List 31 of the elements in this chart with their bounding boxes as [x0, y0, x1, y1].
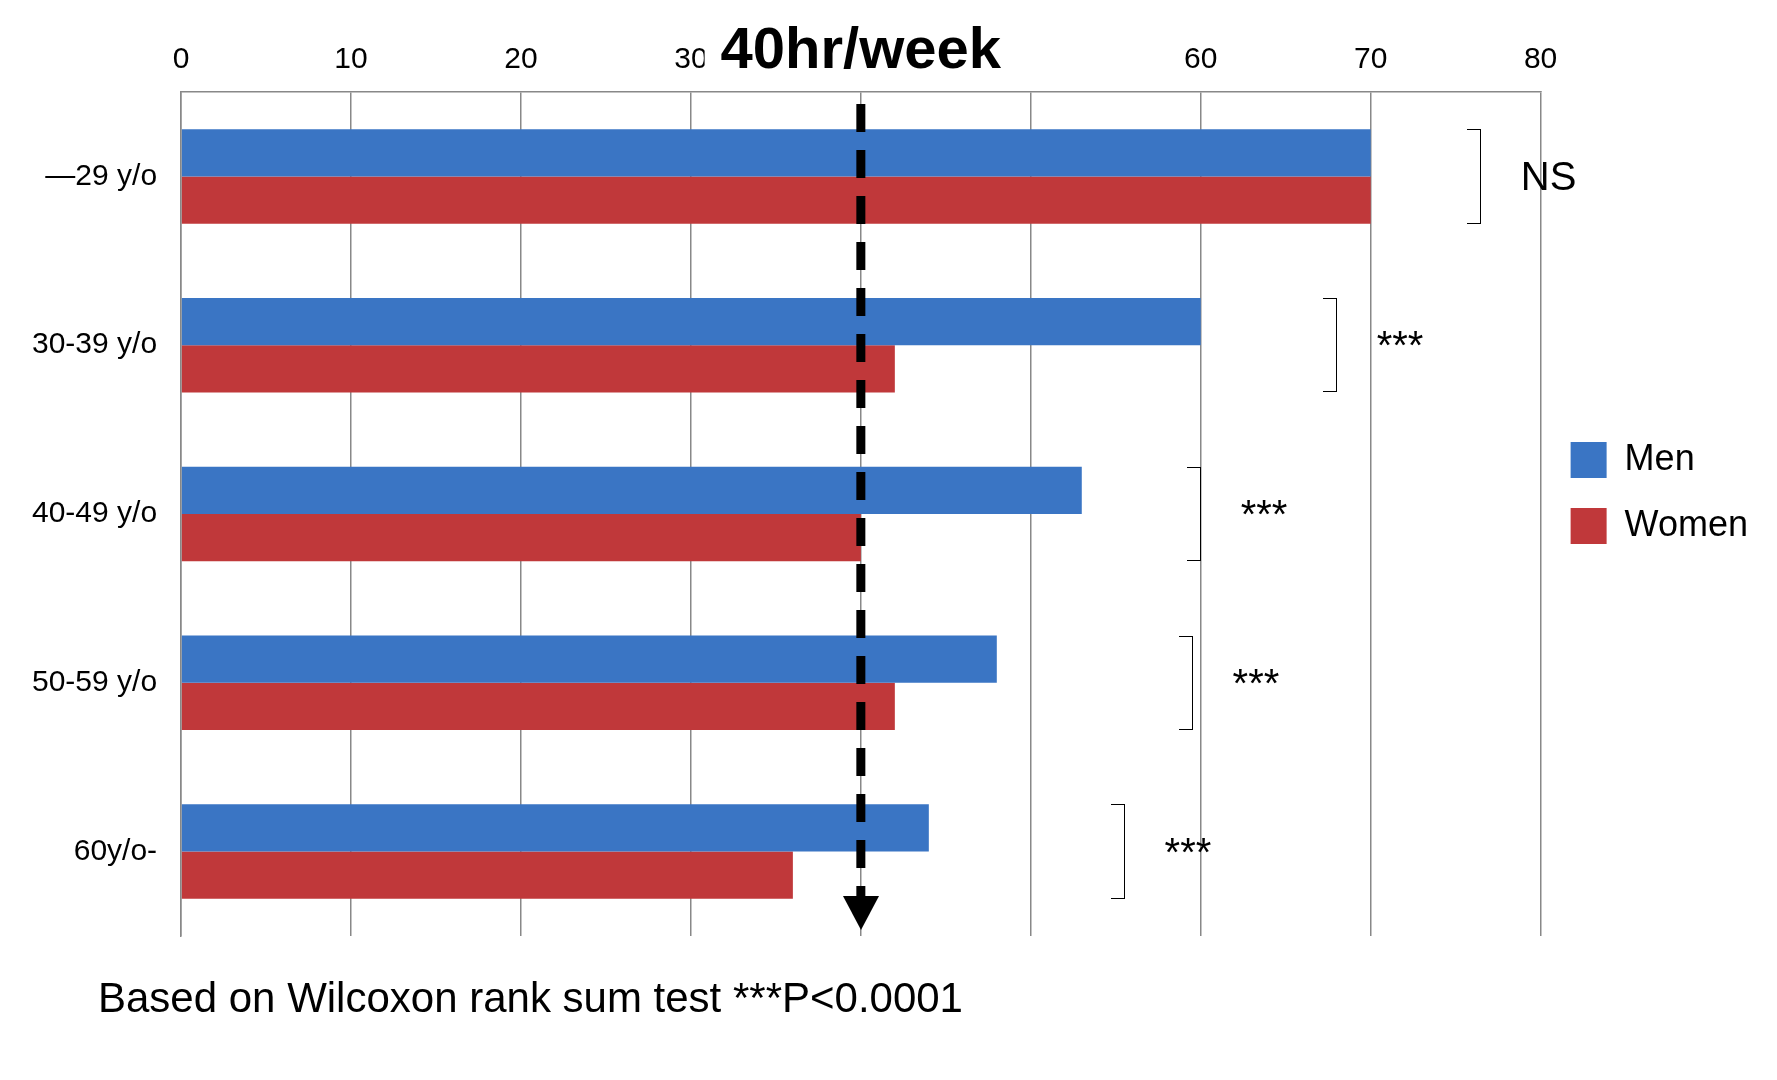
y-tick-label: 50-59 y/o [31, 664, 158, 698]
ref-line-label: 40hr/week [720, 15, 1002, 80]
bar [181, 345, 895, 393]
bar [181, 804, 929, 852]
bar [181, 129, 1371, 177]
bar [181, 682, 895, 731]
bar [181, 176, 1371, 224]
legend-label: Women [1624, 502, 1749, 544]
x-tick-label: 60 [1184, 41, 1218, 75]
text: Based on Wilcoxon rank sum test ***P<0.0001 [98, 974, 964, 1022]
x-tick-label: 80 [1523, 41, 1558, 75]
y-tick-label: 60y/o- [73, 832, 158, 866]
x-tick-label: 30 [674, 41, 708, 75]
x-tick-label: 0 [172, 41, 190, 75]
annotation: *** [1376, 322, 1424, 370]
annotation: NS [1520, 153, 1577, 201]
bar [181, 851, 793, 899]
bar [181, 514, 861, 562]
bar [181, 466, 1082, 514]
annotation: *** [1232, 659, 1280, 707]
y-tick-label: 30-39 y/o [31, 326, 158, 360]
annotation: *** [1240, 491, 1288, 538]
bar [181, 635, 997, 683]
x-tick-label: 70 [1353, 41, 1388, 75]
x-tick-label: 20 [504, 41, 538, 75]
legend-label: Men [1624, 436, 1695, 478]
y-tick-label: —29 y/o [45, 157, 158, 191]
y-tick-label: 40-49 y/o [31, 495, 158, 529]
annotation: *** [1164, 828, 1212, 876]
x-tick-label: 10 [334, 41, 368, 75]
bar [181, 297, 1201, 346]
